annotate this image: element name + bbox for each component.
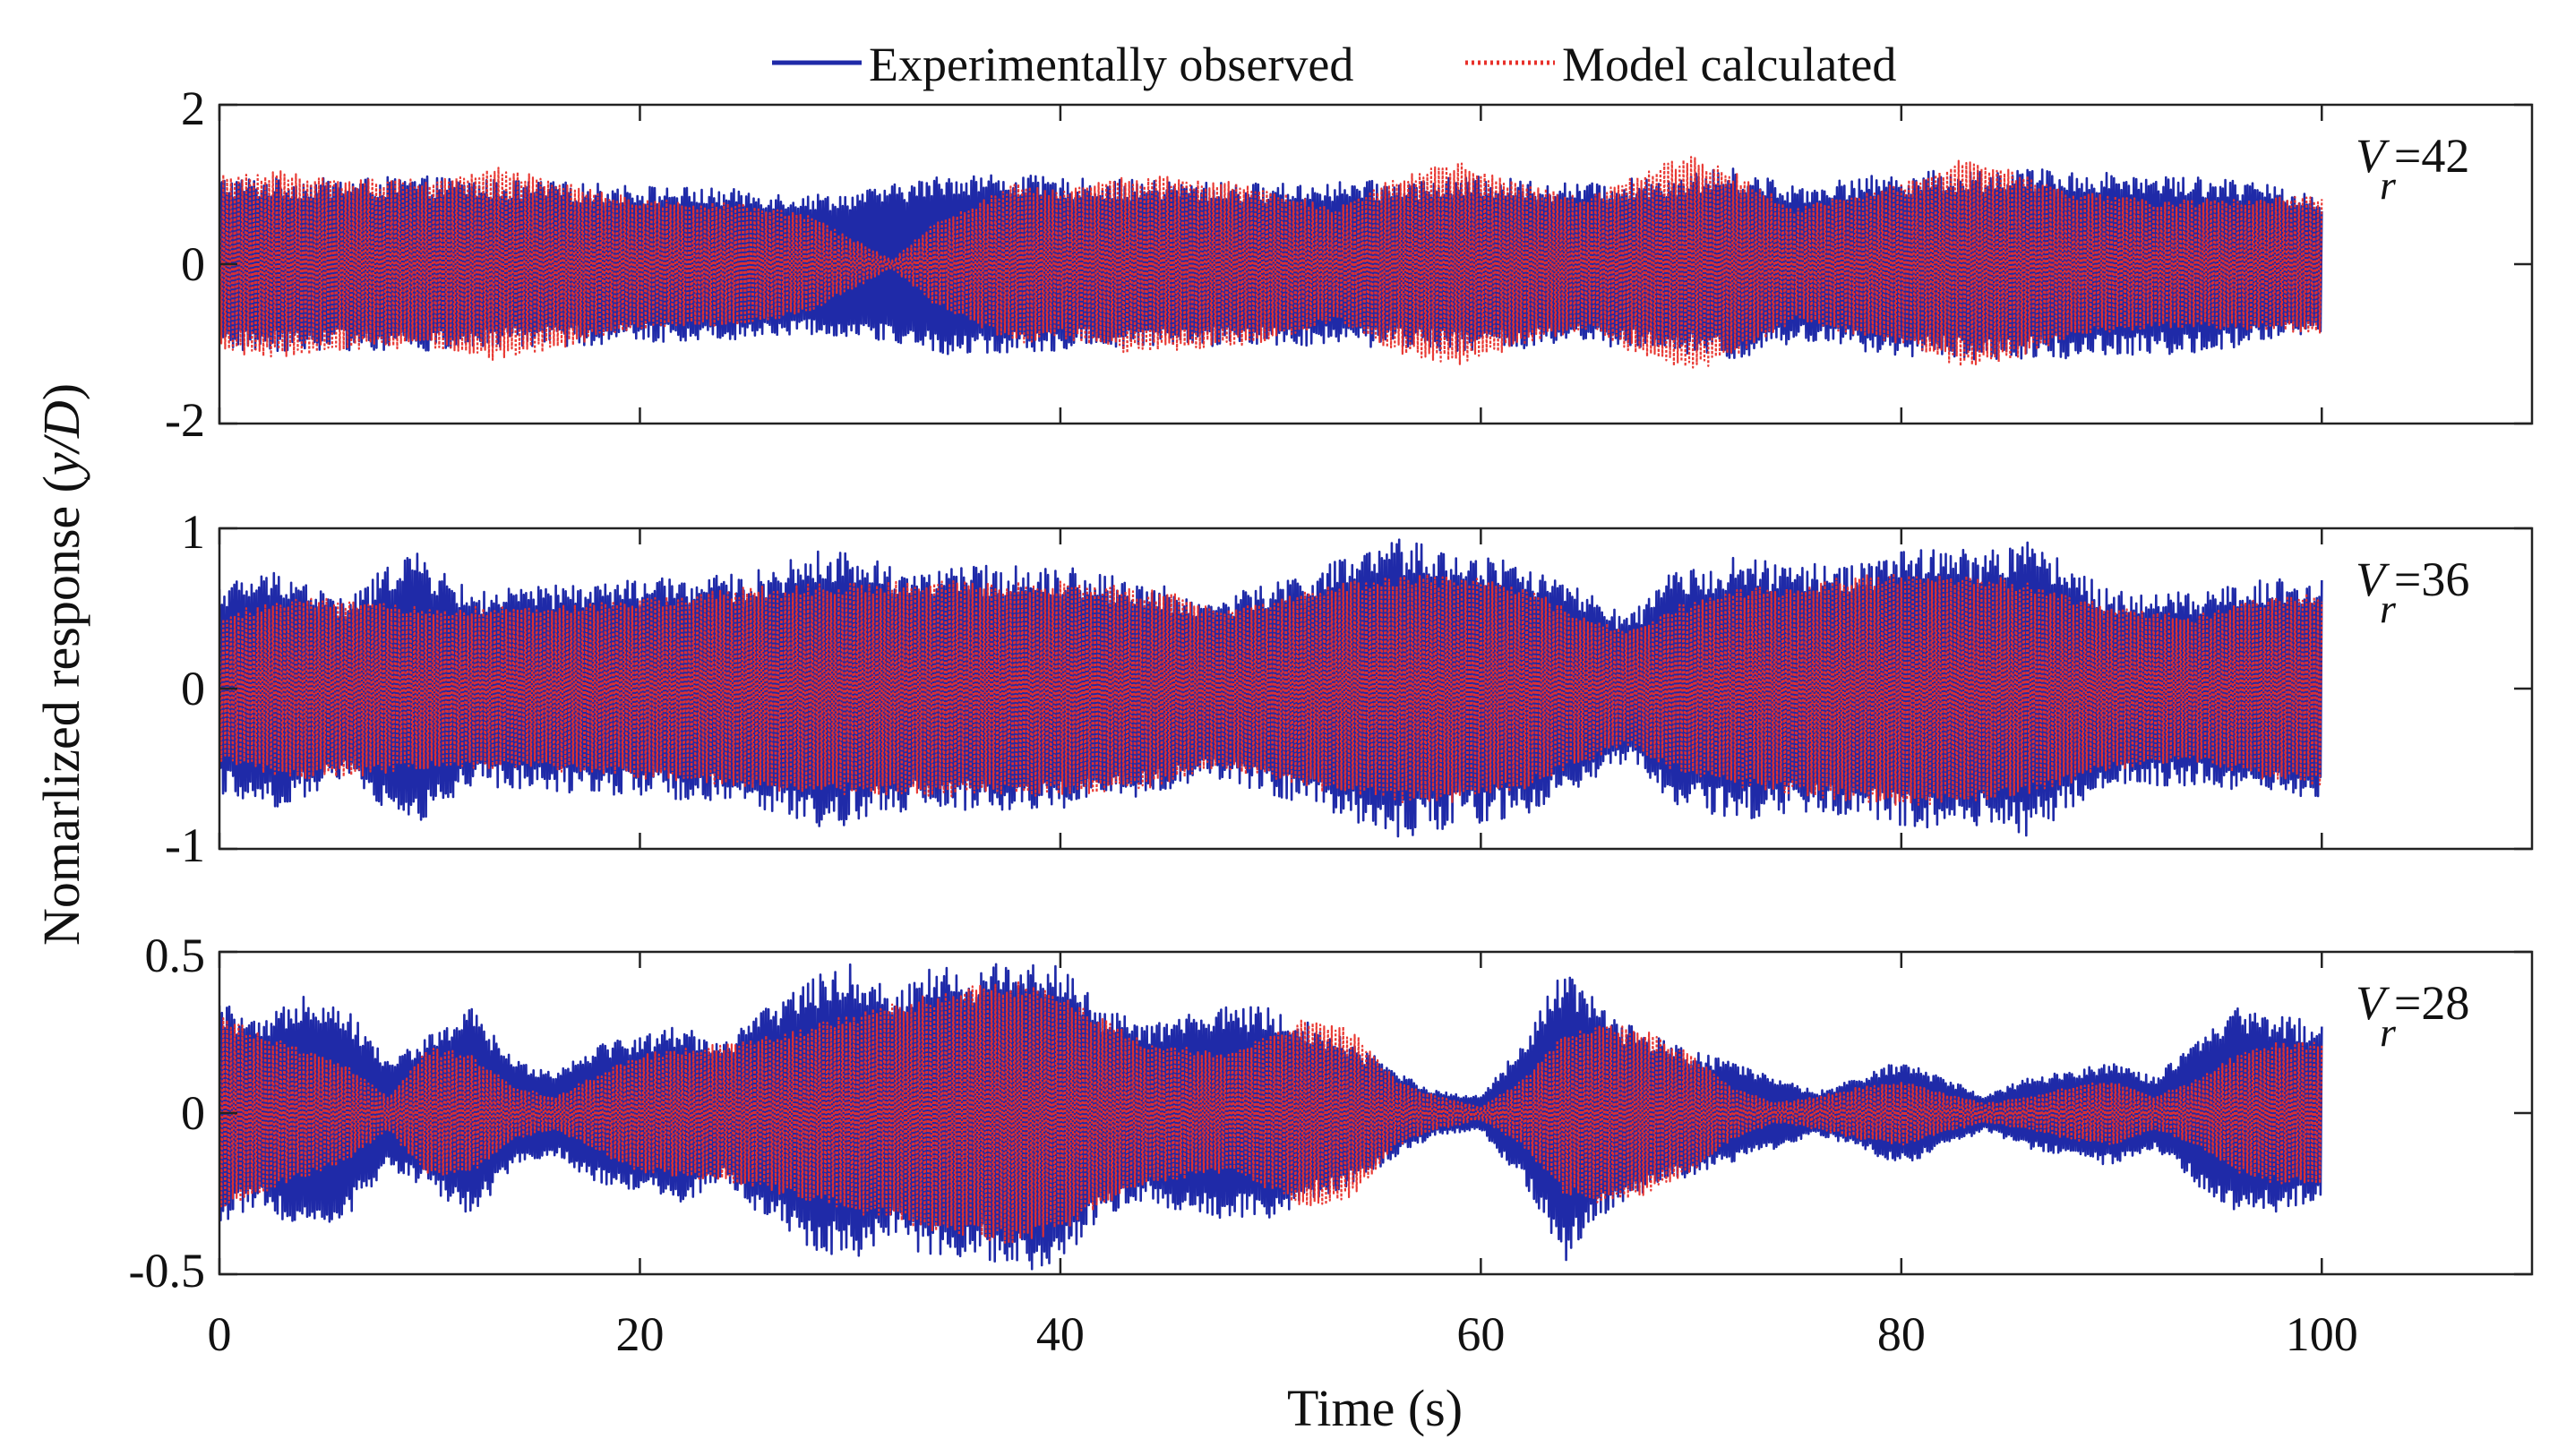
panel-ticks: -1 0 1 [165,505,2532,872]
y-tick-label: 1 [181,505,205,559]
y-tick-label: -2 [165,393,205,447]
series-model-calculated [219,572,2323,806]
y-tick-label: 0.5 [145,929,206,982]
series-model-calculated [219,156,2323,369]
panel-plot-area [219,156,2323,369]
panel-label-symbol: V [2356,129,2390,183]
series-model-calculated [219,981,2323,1245]
y-tick-label: 2 [181,81,205,135]
panel-label-subscript: r [2380,162,2397,208]
y-tick-label: -1 [165,818,205,872]
panel-label-subscript: r [2380,1009,2397,1055]
panel-plot-area [219,963,2323,1271]
y-axis-title-italic: y/D [32,400,90,480]
panel-label-value: =42 [2394,129,2469,183]
y-axis-title-end: ) [32,383,90,400]
x-tick-label: 20 [615,1307,664,1361]
panel-label-symbol: V [2356,552,2390,606]
x-axis: 0 20 40 60 80 100 [208,1307,2358,1361]
panel-ticks: -0.5 0 0.5 [129,929,2532,1298]
x-axis-title: Time (s) [1287,1379,1463,1437]
y-axis-title: Nomarlized response (y/D) [32,383,90,946]
legend-label-model: Model calculated [1562,38,1896,91]
x-tick-label: 100 [2286,1307,2358,1361]
y-tick-label: 0 [181,1086,205,1140]
panel-label-symbol: V [2356,976,2390,1030]
panel-label-subscript: r [2380,586,2397,631]
panel-label-value: =36 [2394,552,2469,606]
y-axis-title-start: Nomarlized response ( [32,475,90,946]
x-tick-label: 0 [208,1307,232,1361]
legend: Experimentally observed Model calculated [772,38,1896,91]
x-tick-label: 80 [1877,1307,1926,1361]
x-tick-label: 60 [1456,1307,1505,1361]
panel-plot-area [219,538,2323,838]
y-tick-label: 0 [181,237,205,291]
y-tick-label: -0.5 [129,1244,205,1298]
legend-label-observed: Experimentally observed [869,38,1353,91]
panel-ticks: -2 0 2 [165,81,2532,447]
x-tick-label: 40 [1036,1307,1085,1361]
y-tick-label: 0 [181,662,205,715]
panel-label-value: =28 [2394,976,2469,1030]
